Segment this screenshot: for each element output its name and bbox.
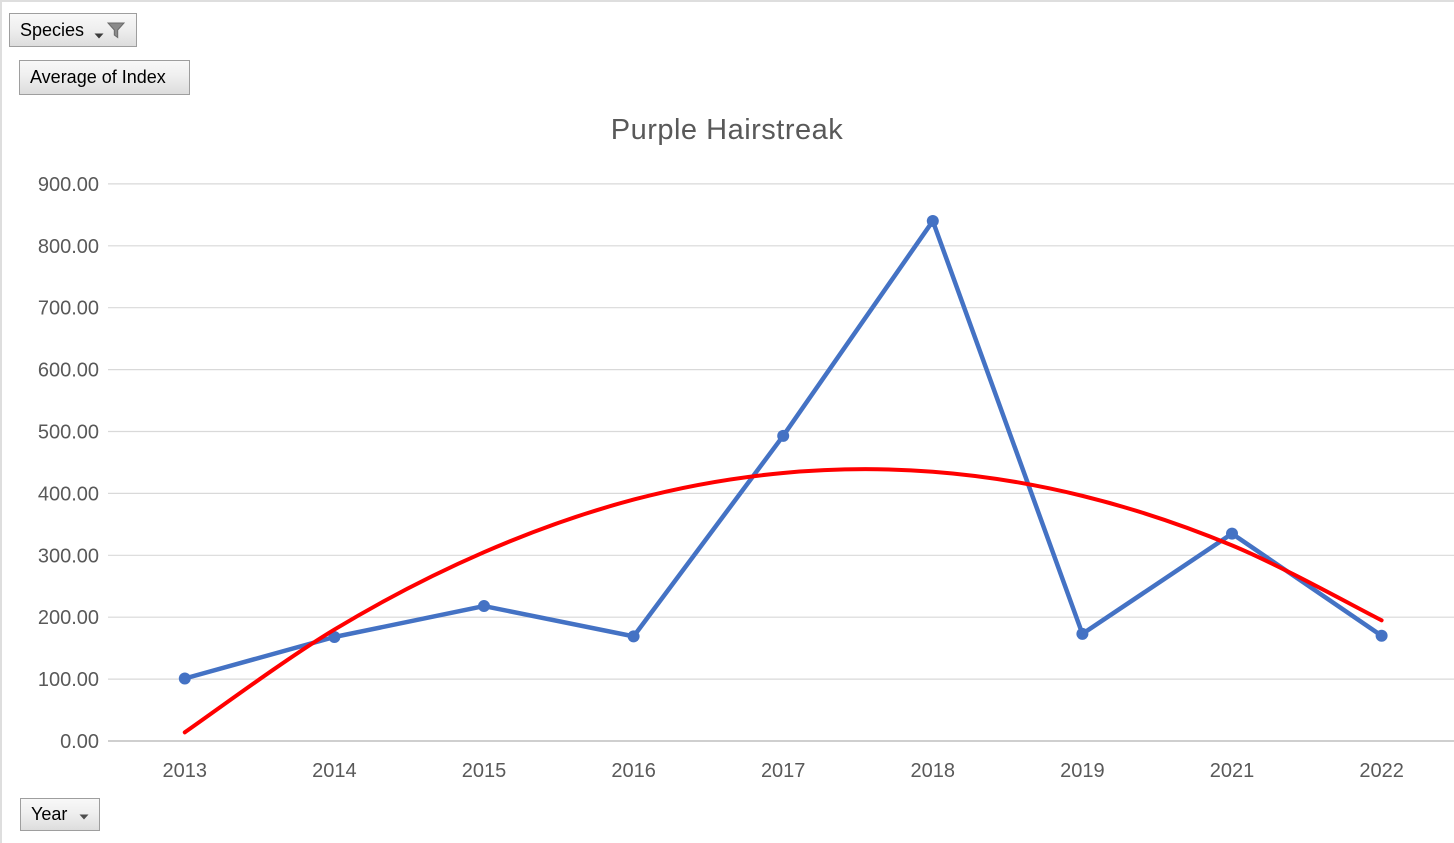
y-axis-tick-label: 100.00	[38, 669, 99, 691]
trendline	[182, 467, 1384, 735]
data-point-marker	[1076, 627, 1089, 640]
y-axis-tick-label: 700.00	[38, 298, 99, 320]
species-filter-label: Species	[20, 19, 85, 40]
x-axis-category-label: 2021	[1210, 760, 1255, 782]
data-point-marker	[1375, 629, 1388, 642]
chevron-down-icon	[79, 814, 89, 819]
x-axis-category-label: 2017	[761, 760, 806, 782]
x-axis-category-label: 2022	[1359, 760, 1404, 782]
data-point-marker	[777, 429, 790, 442]
data-point-marker	[328, 631, 341, 644]
x-axis-category-label: 2013	[163, 760, 208, 782]
data-point-marker	[478, 600, 490, 613]
x-axis-category-label: 2018	[911, 760, 956, 782]
y-axis-tick-label: 600.00	[38, 360, 99, 382]
x-axis-category-label: 2019	[1060, 760, 1105, 782]
value-field-label: Average of Index	[30, 67, 166, 87]
y-axis-tick-label: 200.00	[38, 607, 99, 629]
x-axis-category-label: 2016	[611, 760, 656, 782]
data-point-marker	[926, 215, 939, 228]
species-filter-button[interactable]: Species	[9, 13, 137, 47]
y-axis-tick-label: 900.00	[38, 174, 99, 196]
y-axis-tick-label: 400.00	[38, 483, 99, 505]
chevron-down-icon	[94, 33, 104, 39]
y-axis-tick-label: 300.00	[38, 545, 99, 567]
y-axis-tick-label: 0.00	[60, 731, 99, 753]
y-axis-tick-label: 500.00	[38, 422, 99, 444]
axis-field-button-year[interactable]: Year	[20, 798, 100, 831]
axis-field-label: Year	[31, 804, 68, 824]
data-point-marker	[178, 672, 191, 685]
x-axis-category-label: 2014	[312, 760, 357, 782]
x-axis-category-label: 2015	[462, 760, 507, 782]
chart-title: Purple Hairstreak	[610, 114, 844, 146]
data-point-marker	[1226, 527, 1238, 540]
y-axis-tick-label: 800.00	[38, 236, 99, 258]
data-point-marker	[627, 630, 640, 643]
value-field-button[interactable]: Average of Index	[19, 60, 190, 95]
filter-funnel-icon	[107, 22, 126, 38]
